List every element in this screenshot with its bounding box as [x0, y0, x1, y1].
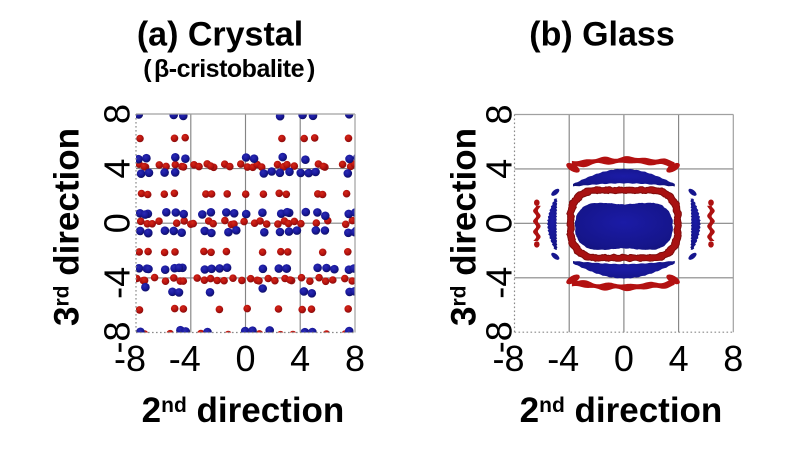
svg-text:8: 8 [723, 338, 743, 379]
svg-text:(a) Crystal: (a) Crystal [137, 16, 303, 54]
svg-text:(b) Glass: (b) Glass [529, 16, 674, 54]
svg-text:0: 0 [97, 213, 138, 233]
svg-text:4: 4 [97, 159, 138, 179]
svg-text:0: 0 [479, 213, 520, 233]
svg-text:4: 4 [290, 338, 310, 379]
svg-text:-8: -8 [97, 321, 138, 353]
svg-text:-4: -4 [479, 267, 520, 299]
svg-text:-8: -8 [492, 338, 524, 379]
svg-text:-4: -4 [169, 338, 201, 379]
svg-text:4: 4 [479, 159, 520, 179]
svg-text:(β-cristobalite): (β-cristobalite) [143, 55, 315, 83]
svg-text:-8: -8 [114, 338, 146, 379]
svg-text:-4: -4 [97, 267, 138, 299]
svg-text:0: 0 [614, 338, 634, 379]
svg-text:-8: -8 [479, 321, 520, 353]
svg-text:8: 8 [345, 338, 365, 379]
svg-text:0: 0 [235, 338, 255, 379]
svg-text:4: 4 [669, 338, 689, 379]
svg-text:-4: -4 [547, 338, 579, 379]
svg-text:8: 8 [97, 104, 138, 124]
svg-text:8: 8 [479, 104, 520, 124]
